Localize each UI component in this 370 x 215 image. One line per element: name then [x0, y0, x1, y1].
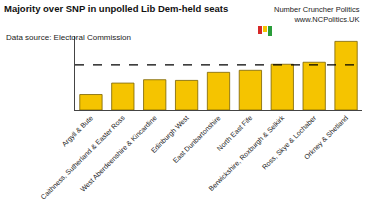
svg-text:East Dunbartonshire: East Dunbartonshire	[172, 114, 222, 164]
svg-text:Edinburgh West: Edinburgh West	[150, 114, 191, 155]
svg-text:West Aberdeenshire & Kincardin: West Aberdeenshire & Kincardine	[79, 114, 158, 193]
svg-text:Berwickshire, Roxburgh & Selki: Berwickshire, Roxburgh & Selkirk	[207, 114, 286, 193]
svg-text:Number Cruncher Politicswww.NC: Number Cruncher Politicswww.NCPolitics.U…	[274, 5, 360, 24]
svg-text:Caithness, Sutherland & Easter: Caithness, Sutherland & Easter Ross	[39, 114, 126, 201]
svg-text:Ross, Skye & Lochaber: Ross, Skye & Lochaber	[261, 114, 319, 172]
svg-text:Argyll & Bute: Argyll & Bute	[61, 114, 95, 148]
svg-text:Orkney & Shetland: Orkney & Shetland	[303, 114, 350, 161]
svg-text:Majority over SNP in unpolled: Majority over SNP in unpolled Lib Dem-he…	[4, 3, 228, 14]
svg-text:North East Fife: North East Fife	[216, 114, 254, 152]
svg-text:Data source: Electoral Commiss: Data source: Electoral Commission	[6, 33, 131, 42]
